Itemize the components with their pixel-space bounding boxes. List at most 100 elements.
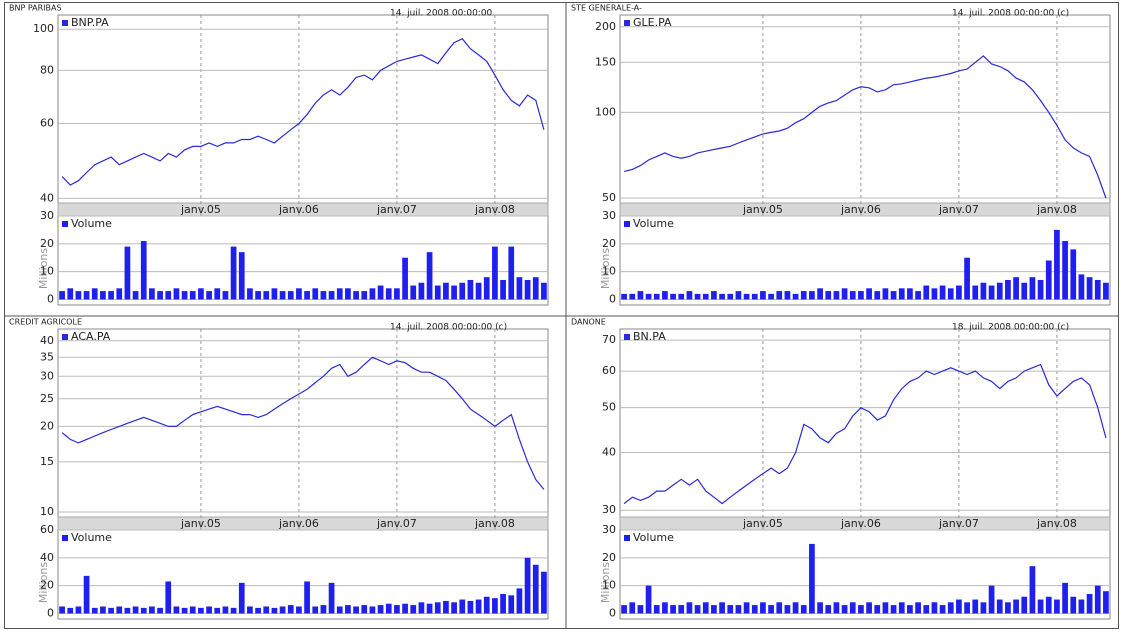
- x-tick-label: janv.05: [180, 203, 221, 216]
- volume-bar: [768, 605, 774, 614]
- volume-bar: [694, 293, 701, 300]
- legend-label: Volume: [633, 531, 674, 544]
- y-tick-label: 30: [40, 209, 54, 222]
- volume-bar: [108, 607, 114, 614]
- y-tick-label: 50: [602, 401, 616, 414]
- x-tick-label: janv.08: [474, 203, 515, 216]
- volume-bar: [508, 246, 515, 300]
- volume-bar: [727, 293, 734, 300]
- volume-bar: [59, 606, 65, 614]
- y-tick-label: 15: [40, 455, 54, 468]
- y-tick-label: 60: [40, 116, 54, 129]
- y-tick-label: 35: [40, 350, 54, 363]
- volume-bar: [841, 288, 848, 300]
- price-line: [623, 55, 1107, 199]
- volume-bar: [817, 602, 823, 614]
- y-tick-label: 40: [602, 445, 616, 458]
- volume-bar: [165, 291, 172, 300]
- volume-bar: [825, 605, 832, 614]
- volume-bar: [1013, 277, 1019, 300]
- volume-bar: [849, 291, 856, 300]
- volume-bar: [776, 602, 783, 614]
- volume-bar: [621, 605, 627, 614]
- y-tick-label: 30: [602, 209, 616, 222]
- y-tick-label: 10: [40, 265, 54, 278]
- volume-bar: [385, 603, 392, 614]
- volume-bar: [841, 605, 848, 614]
- volume-bar: [1054, 229, 1060, 300]
- volume-bar: [711, 605, 717, 614]
- volume-bar: [271, 288, 278, 300]
- volume-bar: [238, 582, 245, 614]
- x-tick-label: janv.05: [180, 517, 221, 530]
- y-tick-label: 60: [602, 364, 616, 377]
- volume-bar: [328, 291, 335, 300]
- volume-bar: [1094, 585, 1101, 614]
- volume-bar: [621, 293, 627, 300]
- volume-bar: [524, 279, 531, 300]
- volume-bar: [972, 599, 979, 614]
- x-tick-label: janv.08: [1036, 203, 1077, 216]
- volume-bar: [377, 605, 384, 614]
- volume-bar: [768, 293, 774, 300]
- volume-bar: [1029, 277, 1036, 300]
- volume-bar: [702, 293, 709, 300]
- volume-bar: [263, 606, 270, 614]
- y-tick-label: 70: [602, 333, 616, 346]
- volume-bar: [198, 607, 204, 614]
- volume-bar: [858, 605, 864, 614]
- volume-bar: [735, 291, 742, 300]
- volume-bar: [1045, 596, 1052, 614]
- volume-bar: [800, 605, 807, 614]
- volume-bar: [751, 605, 758, 614]
- volume-bar: [410, 605, 417, 614]
- volume-bar: [1086, 277, 1093, 300]
- volume-bar: [637, 291, 644, 300]
- volume-bar: [1094, 279, 1101, 300]
- volume-bar: [931, 602, 938, 614]
- y-axis-label: Millions: [37, 248, 50, 289]
- volume-bar: [475, 282, 482, 300]
- volume-bar: [727, 605, 734, 614]
- volume-bar: [189, 606, 196, 614]
- volume-bar: [206, 291, 212, 300]
- volume-bar: [833, 291, 840, 300]
- volume-bar: [1021, 282, 1028, 300]
- volume-bar: [653, 293, 660, 300]
- legend-label: BN.PA: [633, 330, 666, 343]
- volume-bar: [686, 291, 693, 300]
- volume-bar: [833, 602, 840, 614]
- volume-bar: [784, 605, 791, 614]
- volume-bar: [116, 288, 123, 300]
- y-tick-label: 50: [602, 191, 616, 204]
- volume-bar: [719, 293, 725, 300]
- volume-bar: [1021, 596, 1028, 614]
- volume-bar: [67, 288, 74, 300]
- volume-bar: [629, 602, 636, 614]
- y-tick-label: 20: [40, 419, 54, 432]
- volume-bar: [1078, 274, 1085, 300]
- volume-bar: [890, 605, 897, 614]
- volume-bar: [320, 605, 327, 614]
- volume-bar: [336, 606, 343, 614]
- volume-bar: [858, 291, 864, 300]
- volume-bar: [132, 606, 139, 614]
- volume-bar: [459, 282, 466, 300]
- volume-bar: [541, 282, 547, 300]
- volume-bar: [75, 606, 82, 614]
- volume-bar: [140, 607, 147, 614]
- volume-bar: [418, 282, 425, 300]
- volume-bar: [980, 602, 987, 614]
- volume-bar: [279, 291, 286, 300]
- volume-bar: [402, 603, 408, 614]
- chart-title: BNP PARIBAS: [9, 4, 62, 13]
- legend-swatch: [624, 535, 630, 541]
- volume-bar: [882, 288, 889, 300]
- timestamp: 14. juil. 2008 00:00:00 (c): [390, 323, 507, 333]
- volume-bar: [230, 607, 237, 614]
- y-tick-label: 30: [40, 369, 54, 382]
- volume-bar: [662, 602, 668, 614]
- volume-bar: [296, 606, 302, 614]
- volume-bar: [1045, 260, 1052, 300]
- volume-bar: [694, 605, 701, 614]
